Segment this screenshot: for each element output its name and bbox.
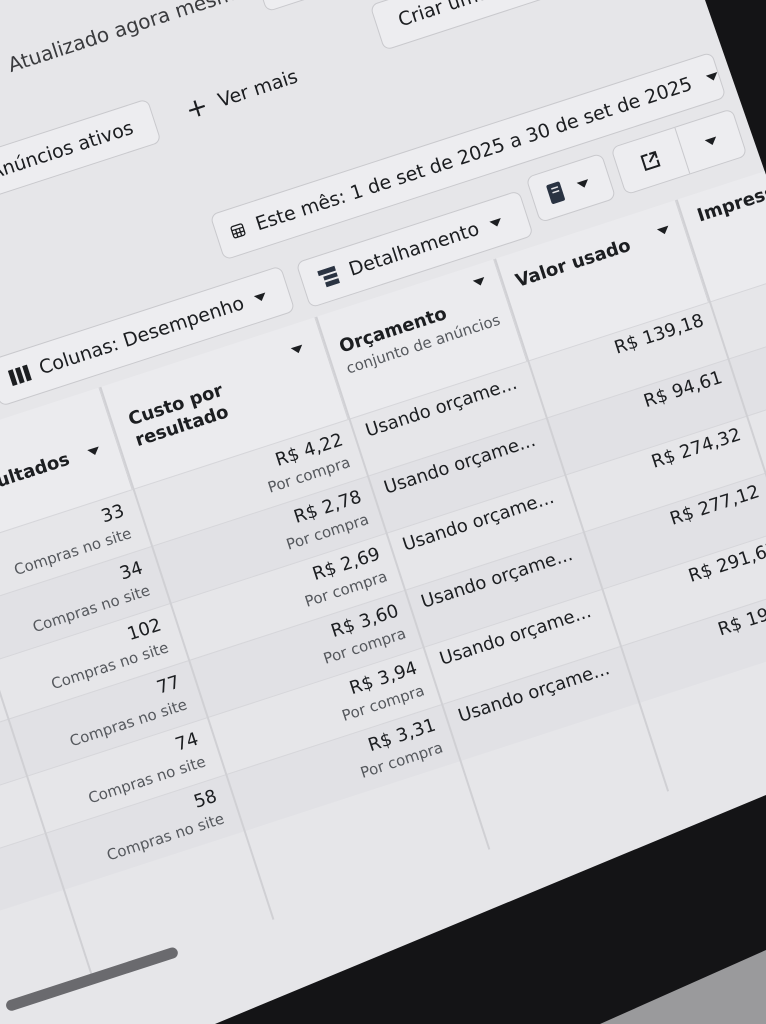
reports-button[interactable] (525, 152, 617, 224)
impressions-header-label: Impress (694, 181, 766, 227)
horizontal-scrollbar[interactable] (4, 946, 180, 1013)
caret-down-icon (290, 344, 305, 355)
updated-status: Atualizado agora mesmo (4, 0, 250, 78)
results-header-label: Resultados (0, 448, 73, 504)
create-view-button[interactable]: Criar uma visualização (369, 0, 699, 51)
create-view-label: Criar uma visualização (395, 0, 607, 31)
plus-icon: + (181, 90, 212, 127)
active-ads-label: Anúncios ativos (0, 116, 137, 184)
export-icon (640, 150, 661, 172)
caret-down-icon (704, 136, 718, 147)
caret-down-icon (656, 225, 671, 236)
calendar-icon (230, 223, 246, 239)
columns-icon (7, 364, 32, 387)
caret-down-icon (576, 178, 591, 190)
caret-down-icon (488, 217, 503, 229)
filter-active-ads[interactable]: Anúncios ativos (0, 98, 162, 231)
columns-button[interactable]: Colunas: Desempenho (0, 265, 296, 407)
date-range-picker[interactable]: Este mês: 1 de set de 2025 a 30 de set d… (209, 51, 727, 261)
spent-header-label: Valor usado (513, 234, 634, 292)
caret-down-icon (253, 291, 268, 303)
export-dropdown[interactable] (682, 129, 740, 154)
caret-down-icon (472, 277, 487, 288)
caret-down-icon (705, 71, 720, 82)
refresh-button[interactable] (252, 0, 324, 13)
see-more-label: Ver mais (215, 65, 301, 112)
export-button[interactable] (611, 127, 691, 194)
export-button-group[interactable] (610, 108, 748, 196)
breakdown-button[interactable]: Detalhamento (295, 190, 534, 309)
caret-down-icon (87, 446, 101, 457)
reports-icon (546, 181, 565, 204)
breakdown-icon (317, 265, 340, 288)
cost-header-label: Custo por resultado (125, 379, 232, 452)
see-more-button[interactable]: + Ver mais (181, 62, 302, 127)
